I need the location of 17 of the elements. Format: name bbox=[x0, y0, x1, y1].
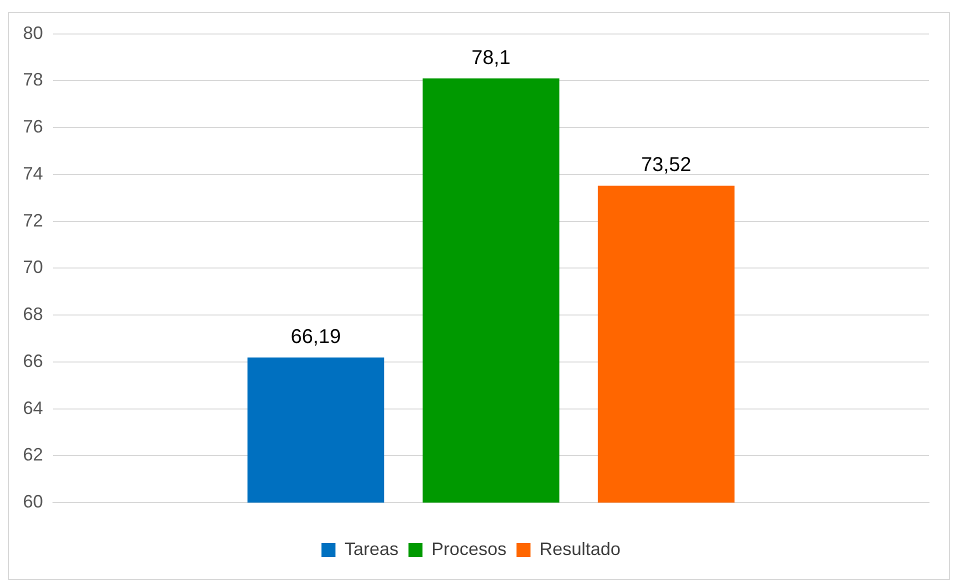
legend-label: Resultado bbox=[540, 538, 621, 559]
y-tick-label: 72 bbox=[22, 210, 44, 230]
legend-label: Tareas bbox=[344, 538, 398, 559]
y-tick-label: 78 bbox=[22, 70, 44, 90]
y-tick-label: 76 bbox=[22, 116, 44, 137]
y-tick-label: 68 bbox=[22, 304, 44, 324]
data-label: 66,19 bbox=[290, 326, 341, 348]
y-tick-label: 62 bbox=[22, 444, 44, 465]
y-tick-label: 64 bbox=[22, 398, 44, 418]
y-tick-label: 60 bbox=[22, 492, 44, 512]
legend-label: Procesos bbox=[431, 538, 507, 559]
y-tick-label: 80 bbox=[22, 22, 44, 43]
y-tick-label: 74 bbox=[22, 163, 44, 184]
data-label: 78,1 bbox=[472, 46, 510, 69]
y-tick-label: 66 bbox=[22, 350, 44, 371]
y-tick-label: 70 bbox=[22, 257, 44, 278]
data-label: 73,52 bbox=[641, 154, 692, 176]
